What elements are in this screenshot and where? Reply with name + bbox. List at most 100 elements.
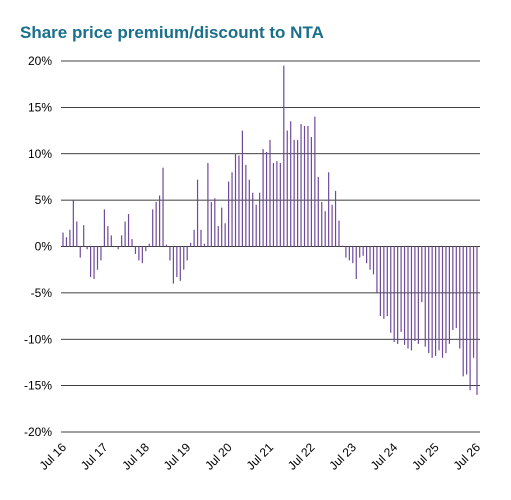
bar bbox=[159, 195, 161, 247]
bar bbox=[90, 246, 92, 278]
bar bbox=[183, 246, 185, 270]
bar bbox=[348, 246, 350, 261]
bar bbox=[328, 172, 330, 247]
bar bbox=[410, 246, 413, 351]
x-tick-label: Jul 20 bbox=[202, 440, 235, 473]
bar bbox=[196, 179, 199, 247]
bar bbox=[162, 167, 164, 247]
bar bbox=[462, 246, 464, 377]
bar bbox=[403, 246, 406, 345]
bar bbox=[303, 125, 306, 247]
bar bbox=[417, 246, 419, 344]
bar bbox=[307, 125, 309, 247]
bar bbox=[469, 246, 471, 391]
x-tick-label: Jul 26 bbox=[451, 440, 484, 473]
y-tick-label: -5% bbox=[31, 286, 53, 300]
bar bbox=[424, 246, 426, 347]
bar bbox=[214, 198, 216, 247]
bar bbox=[276, 161, 278, 247]
bar bbox=[359, 246, 361, 258]
bar bbox=[207, 163, 209, 247]
x-tick-label: Jul 24 bbox=[368, 440, 401, 473]
bar bbox=[93, 246, 95, 279]
x-tick-label: Jul 22 bbox=[285, 440, 318, 473]
bar bbox=[62, 232, 64, 247]
y-tick-label: 0% bbox=[35, 240, 53, 254]
bar bbox=[317, 176, 319, 247]
bar bbox=[121, 235, 123, 247]
bar bbox=[272, 163, 275, 247]
bar bbox=[138, 246, 140, 261]
bar bbox=[179, 246, 181, 281]
bar bbox=[441, 246, 444, 358]
bar bbox=[165, 244, 168, 247]
bar bbox=[293, 139, 295, 247]
bar bbox=[117, 246, 119, 250]
bar bbox=[297, 139, 299, 247]
bar bbox=[362, 246, 364, 256]
bar bbox=[397, 246, 399, 344]
bar bbox=[262, 149, 264, 247]
bar bbox=[100, 246, 102, 261]
x-tick-label: Jul 25 bbox=[409, 440, 442, 473]
bar bbox=[248, 179, 250, 247]
bar bbox=[231, 172, 233, 247]
x-tick-label: Jul 23 bbox=[326, 440, 359, 473]
bar bbox=[141, 246, 143, 264]
bar bbox=[265, 151, 268, 247]
bar bbox=[72, 200, 74, 247]
bar bbox=[321, 201, 323, 247]
bar bbox=[334, 190, 337, 247]
bar bbox=[234, 153, 237, 247]
bar bbox=[145, 246, 147, 252]
y-tick-label: 20% bbox=[28, 54, 52, 68]
bar bbox=[103, 209, 105, 247]
bar bbox=[169, 246, 171, 261]
bar bbox=[341, 245, 344, 247]
bar bbox=[352, 246, 354, 264]
bar bbox=[290, 121, 292, 247]
bar bbox=[193, 229, 195, 247]
bar bbox=[372, 246, 375, 275]
bar bbox=[286, 130, 288, 247]
bar bbox=[414, 246, 416, 342]
bar bbox=[155, 201, 157, 247]
y-tick-label: 5% bbox=[35, 193, 53, 207]
bar bbox=[83, 225, 85, 247]
bar bbox=[459, 246, 461, 349]
bar bbox=[383, 246, 385, 319]
bar bbox=[210, 201, 212, 247]
bar bbox=[96, 246, 99, 270]
bar bbox=[366, 246, 368, 264]
bar bbox=[431, 246, 433, 358]
bar bbox=[283, 65, 285, 247]
bar bbox=[438, 246, 440, 351]
bar bbox=[76, 221, 78, 247]
y-tick-label: -10% bbox=[24, 332, 52, 346]
bar bbox=[338, 220, 340, 247]
bar bbox=[124, 221, 126, 247]
bar bbox=[269, 139, 271, 247]
bar bbox=[134, 246, 137, 254]
bar bbox=[369, 246, 371, 270]
bar bbox=[445, 246, 447, 354]
bar bbox=[241, 130, 243, 247]
bar bbox=[190, 242, 192, 247]
bar bbox=[238, 155, 240, 247]
bar bbox=[390, 246, 392, 333]
bar bbox=[107, 226, 109, 247]
bar bbox=[221, 207, 223, 247]
bar bbox=[331, 204, 333, 247]
x-tick-label: Jul 16 bbox=[37, 440, 70, 473]
bar bbox=[79, 246, 81, 258]
bar bbox=[228, 181, 230, 247]
bar bbox=[428, 246, 430, 354]
bar bbox=[376, 246, 378, 293]
bar bbox=[314, 116, 316, 247]
bar bbox=[224, 223, 226, 247]
bar bbox=[110, 235, 112, 247]
bar bbox=[148, 243, 150, 247]
bar bbox=[435, 246, 437, 356]
bar bbox=[407, 246, 409, 349]
